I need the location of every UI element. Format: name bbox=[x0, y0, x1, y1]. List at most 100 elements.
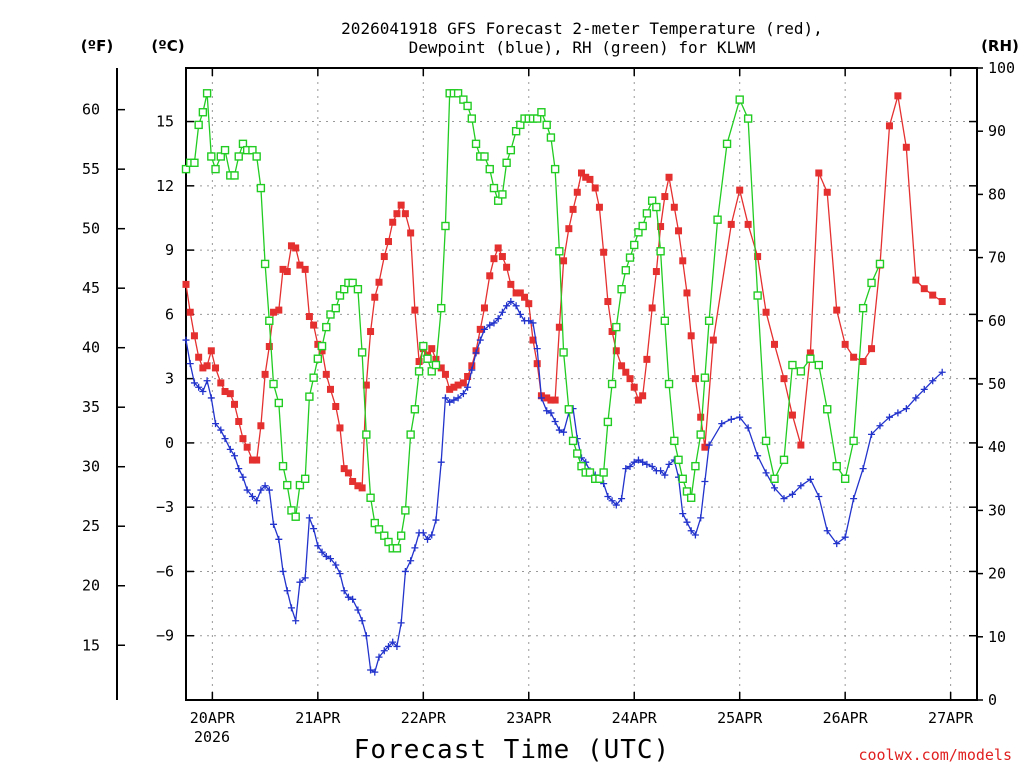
dewpoint-point bbox=[190, 379, 198, 387]
rh-point bbox=[840, 474, 850, 483]
temperature-point bbox=[806, 349, 814, 357]
rh-point bbox=[867, 278, 876, 288]
dewpoint-point bbox=[253, 497, 261, 505]
fahrenheit-tick-label: 45 bbox=[82, 279, 100, 297]
rh-point bbox=[682, 487, 692, 496]
rh-point bbox=[300, 474, 310, 483]
celsius-unit-label: (ºC) bbox=[151, 37, 184, 55]
dewpoint-point bbox=[468, 366, 476, 374]
dewpoint-point bbox=[305, 514, 313, 522]
rh-point bbox=[392, 544, 402, 553]
temperature-point bbox=[560, 257, 568, 265]
rh-point bbox=[568, 436, 578, 446]
dewpoint-point bbox=[186, 360, 194, 368]
dewpoint-point bbox=[217, 426, 225, 434]
rh-point bbox=[617, 285, 626, 294]
temperature-point bbox=[207, 347, 215, 355]
dewpoint-point bbox=[411, 544, 419, 552]
rh-point bbox=[506, 145, 516, 155]
temperature-point bbox=[516, 289, 524, 297]
temperature-point bbox=[221, 387, 229, 395]
temperature-point bbox=[358, 484, 366, 492]
temperature-point bbox=[397, 201, 405, 209]
temperature-point bbox=[582, 173, 590, 181]
rh-point bbox=[278, 461, 288, 471]
rh-point bbox=[849, 436, 858, 446]
rh-point bbox=[660, 316, 670, 325]
rh-point bbox=[533, 114, 542, 123]
dewpoint-point bbox=[375, 653, 383, 661]
rh-tick-label: 0 bbox=[988, 691, 997, 709]
dewpoint-point bbox=[490, 319, 498, 327]
dewpoint-point bbox=[718, 420, 726, 428]
temperature-point bbox=[885, 122, 893, 130]
dewpoint-point bbox=[459, 390, 467, 398]
dewpoint-point bbox=[705, 441, 713, 449]
rh-point bbox=[788, 360, 797, 370]
temperature-point bbox=[507, 280, 515, 288]
rh-point bbox=[331, 303, 340, 313]
temperature-point bbox=[203, 362, 211, 370]
temperature-point bbox=[543, 394, 551, 402]
rh-point bbox=[664, 379, 674, 389]
dewpoint-point bbox=[815, 492, 823, 500]
temperature-point bbox=[380, 253, 388, 261]
temperature-point bbox=[929, 291, 937, 299]
rh-point bbox=[453, 89, 463, 98]
fahrenheit-tick-label: 20 bbox=[82, 577, 100, 595]
temperature-point bbox=[622, 368, 630, 376]
dewpoint-point bbox=[212, 420, 220, 428]
temperature-point bbox=[565, 225, 573, 233]
celsius-tick-label: −9 bbox=[156, 627, 174, 645]
temperature-point bbox=[344, 469, 352, 477]
credit-label: coolwx.com/models bbox=[858, 746, 1012, 764]
x-day-label: 27APR bbox=[928, 709, 974, 727]
rh-point bbox=[595, 474, 604, 483]
rh-point bbox=[704, 316, 714, 325]
temperature-point bbox=[186, 308, 194, 316]
dewpoint-point bbox=[349, 595, 357, 603]
dewpoint-point bbox=[340, 587, 348, 595]
dewpoint-point bbox=[270, 520, 278, 528]
temperature-point bbox=[428, 345, 436, 353]
temperature-point bbox=[231, 400, 239, 408]
dewpoint-point bbox=[450, 396, 458, 404]
rh-point bbox=[555, 247, 564, 256]
dewpoint-point bbox=[401, 567, 409, 575]
temperature-point bbox=[859, 358, 867, 366]
axes bbox=[116, 67, 983, 701]
dewpoint-point bbox=[310, 525, 318, 533]
rh-point bbox=[410, 405, 420, 414]
temperature-point bbox=[797, 441, 805, 449]
rh-point bbox=[295, 480, 305, 490]
rh-point bbox=[761, 436, 771, 446]
x-day-label: 25APR bbox=[717, 709, 763, 727]
rh-point bbox=[211, 164, 220, 174]
dewpoint-point bbox=[850, 495, 858, 503]
dewpoint-point bbox=[261, 482, 269, 490]
temperature-point bbox=[437, 364, 445, 372]
rh-point bbox=[564, 405, 574, 414]
temperature-point bbox=[305, 313, 313, 321]
fahrenheit-tick-label: 55 bbox=[82, 160, 100, 178]
rh-point bbox=[194, 120, 203, 130]
x-day-label: 26APR bbox=[823, 709, 869, 727]
rh-point bbox=[511, 126, 521, 136]
dewpoint-point bbox=[419, 529, 427, 537]
rh-point bbox=[216, 152, 226, 161]
temperature-point bbox=[626, 375, 634, 383]
temperature-point bbox=[450, 383, 458, 391]
rh-point bbox=[625, 253, 635, 262]
dewpoint-point bbox=[525, 317, 533, 325]
rh-tick-label: 10 bbox=[988, 628, 1006, 646]
temperature-point bbox=[411, 306, 419, 314]
temperature-point bbox=[407, 229, 415, 237]
dewpoint-point bbox=[257, 486, 265, 494]
dewpoint-point bbox=[697, 514, 705, 522]
dewpoint-point bbox=[612, 501, 620, 509]
rh-point bbox=[401, 506, 410, 515]
temperature-point bbox=[275, 306, 283, 314]
dewpoint-point bbox=[823, 527, 831, 535]
temperature-point bbox=[375, 278, 383, 286]
temperature-point bbox=[349, 477, 357, 485]
